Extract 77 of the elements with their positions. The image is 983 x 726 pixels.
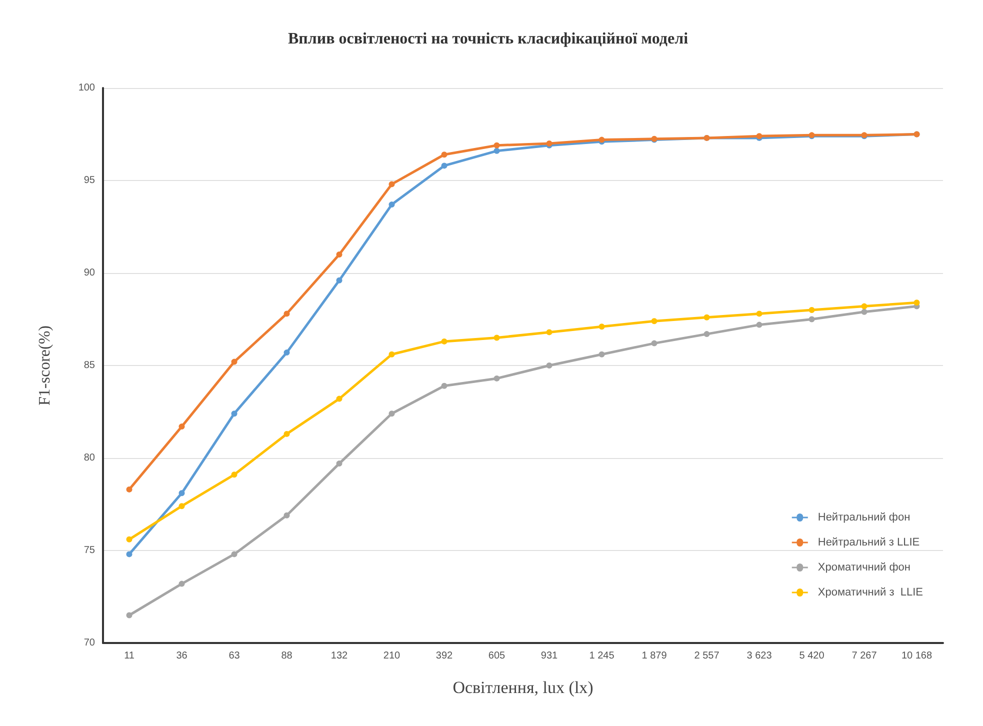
y-tick-label: 75	[84, 545, 96, 556]
point	[914, 300, 920, 306]
x-tick-label: 3 623	[746, 650, 772, 662]
point	[284, 430, 290, 437]
legend-label: Нейтральний фон	[818, 512, 910, 524]
x-axis-title: Освітлення, lux (lx)	[452, 678, 594, 697]
x-tick-label: 1 879	[642, 650, 668, 662]
point	[178, 503, 185, 510]
point	[598, 324, 605, 330]
point	[651, 340, 658, 346]
point	[336, 396, 342, 402]
point	[494, 142, 500, 148]
x-tick-label: 132	[330, 650, 348, 662]
point	[284, 350, 290, 356]
point	[441, 382, 448, 389]
point	[494, 375, 500, 382]
x-tick-label: 5 420	[799, 650, 825, 662]
legend-label: Хроматичний з LLIE	[818, 586, 924, 598]
point	[231, 358, 238, 365]
point	[651, 318, 658, 324]
y-tick-label: 100	[78, 82, 96, 94]
point	[704, 331, 710, 338]
point	[336, 277, 342, 284]
x-tick-label: 11	[124, 650, 135, 662]
point	[546, 362, 552, 368]
point	[336, 460, 342, 467]
point	[861, 308, 868, 315]
y-axis-title: F1-score(%)	[36, 326, 54, 406]
point	[756, 322, 762, 328]
point	[178, 424, 185, 430]
point	[388, 410, 395, 417]
x-tick-label: 2 557	[694, 650, 720, 662]
x-tick-label: 392	[436, 650, 454, 662]
point	[808, 316, 815, 322]
x-tick-label: 63	[228, 650, 240, 662]
chart-title: Вплив освітленості на точність класифікаційної моделі	[288, 30, 689, 48]
point	[231, 472, 238, 478]
point	[598, 351, 605, 358]
point	[441, 338, 448, 344]
x-tick-label: 36	[176, 650, 188, 662]
point	[808, 307, 815, 313]
legend-label: Хроматичний фон	[818, 562, 910, 574]
x-tick-label: 10 168	[901, 650, 932, 662]
y-tick-label: 90	[84, 268, 96, 278]
point	[546, 329, 552, 336]
point	[126, 536, 132, 542]
point	[336, 252, 342, 258]
point	[388, 181, 395, 188]
point	[704, 314, 710, 320]
x-tick-label: 1 245	[589, 650, 615, 662]
point	[861, 303, 868, 310]
point	[388, 202, 395, 208]
point	[756, 310, 762, 317]
point	[284, 512, 290, 518]
x-tick-label: 931	[540, 650, 558, 662]
point	[388, 351, 395, 358]
point	[231, 551, 238, 558]
point	[494, 148, 500, 154]
point	[441, 152, 448, 158]
point	[284, 310, 290, 317]
point	[126, 612, 132, 618]
x-tick-label: 605	[488, 650, 506, 662]
point	[441, 162, 448, 169]
point	[494, 334, 500, 341]
point	[126, 486, 132, 492]
legend-label: Нейтральний з LLIE	[818, 536, 920, 548]
y-tick-label: 70	[84, 638, 96, 648]
x-tick-label: 210	[383, 650, 401, 662]
point	[231, 410, 238, 417]
y-tick-label: 95	[84, 175, 96, 186]
x-tick-label: 88	[281, 650, 293, 662]
x-tick-label: 7 267	[852, 650, 878, 662]
y-tick-label: 80	[84, 452, 96, 464]
point	[178, 580, 185, 587]
y-tick-label: 85	[84, 360, 96, 371]
point	[178, 490, 185, 496]
point	[126, 551, 132, 558]
